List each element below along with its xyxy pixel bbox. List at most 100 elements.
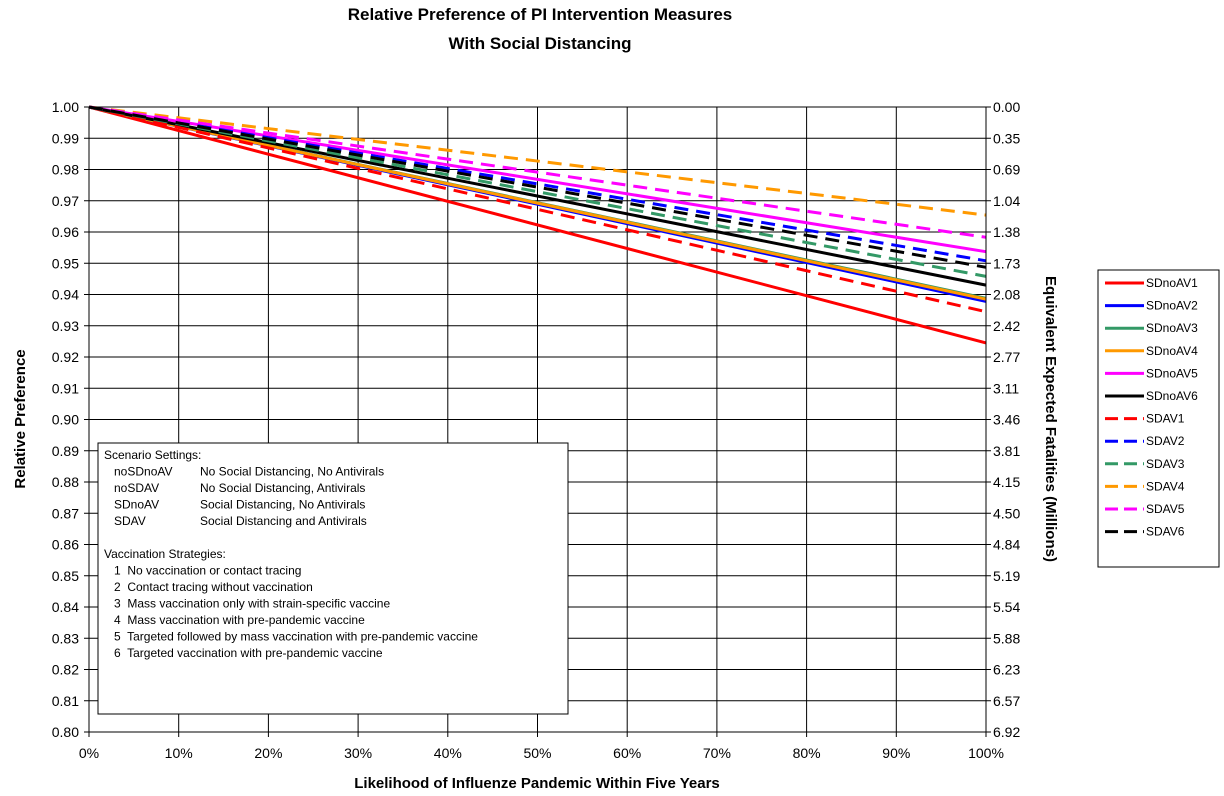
- y2-tick-label: 0.35: [993, 130, 1020, 146]
- y-tick-label: 0.81: [52, 693, 79, 709]
- annotation-strategy: 3 Mass vaccination only with strain-spec…: [114, 597, 390, 611]
- series-line-sdav6: [88, 105, 987, 269]
- y-tick-label: 0.97: [52, 193, 79, 209]
- y-tick-label: 0.93: [52, 318, 79, 334]
- legend-label: SDnoAV3: [1146, 321, 1198, 335]
- x-axis-title: Likelihood of Influenze Pandemic Within …: [354, 775, 720, 792]
- annotation-strategy: 6 Targeted vaccination with pre-pandemic…: [114, 646, 383, 660]
- annotation-setting-desc: No Social Distancing, Antivirals: [200, 481, 365, 495]
- series-line-sdnoav5: [88, 105, 987, 254]
- y2-tick-label: 3.81: [993, 443, 1020, 459]
- annotation-setting-code: SDAV: [114, 514, 146, 528]
- y-tick-label: 0.87: [52, 505, 79, 521]
- chart-title: Relative Preference of PI Intervention M…: [348, 5, 733, 24]
- y-tick-label: 0.96: [52, 224, 79, 240]
- y2-tick-label: 0.69: [993, 162, 1020, 178]
- series-lines: [88, 105, 987, 345]
- annotation-strategy: 4 Mass vaccination with pre-pandemic vac…: [114, 613, 365, 627]
- y2-tick-label: 1.73: [993, 255, 1020, 271]
- y2-tick-label: 6.92: [993, 724, 1020, 740]
- legend-label: SDAV5: [1146, 502, 1185, 516]
- x-tick-label: 20%: [254, 745, 282, 761]
- series-line-sdav3: [88, 105, 987, 278]
- y-tick-label: 0.83: [52, 630, 79, 646]
- y-tick-label: 0.86: [52, 537, 79, 553]
- annotation-setting-code: noSDnoAV: [114, 465, 172, 479]
- y-tick-label: 0.99: [52, 130, 79, 146]
- y2-tick-label: 2.08: [993, 287, 1020, 303]
- legend: SDnoAV1 SDnoAV2 SDnoAV3 SDnoAV4 SDnoAV5 SDnoA…: [1097, 269, 1220, 568]
- y2-tick-label: 6.23: [993, 662, 1020, 678]
- y2-tick-label: 2.77: [993, 349, 1020, 365]
- annotation-box: Scenario Settings: noSDnoAV No Social Dist…: [97, 442, 569, 715]
- legend-label: SDAV3: [1146, 457, 1185, 471]
- y-tick-label: 0.84: [52, 599, 79, 615]
- y2-tick-label: 5.19: [993, 568, 1020, 584]
- y2-axis-title: Equivalent Expected Fatalities (Millions…: [1042, 276, 1059, 562]
- y2-tick-label: 4.15: [993, 474, 1020, 490]
- y-axis: 1.00 0.99 0.98 0.97 0.96 0.95 0.94 0.93 0.92 0.91…: [52, 99, 89, 740]
- y2-tick-label: 1.04: [993, 193, 1020, 209]
- series-line-sdav2: [88, 105, 987, 263]
- y2-tick-label: 4.84: [993, 537, 1020, 553]
- legend-label: SDAV1: [1146, 412, 1185, 426]
- legend-label: SDnoAV6: [1146, 389, 1198, 403]
- series-line-sdnoav4: [88, 105, 987, 301]
- legend-label: SDnoAV2: [1146, 299, 1198, 313]
- series-line-sdnoav1: [88, 105, 987, 345]
- y-tick-label: 0.89: [52, 443, 79, 459]
- series-line-sdav5: [88, 105, 987, 239]
- y-tick-label: 1.00: [52, 99, 79, 115]
- x-tick-label: 40%: [434, 745, 462, 761]
- x-tick-label: 80%: [793, 745, 821, 761]
- y2-tick-label: 5.88: [993, 630, 1020, 646]
- annotation-setting-code: noSDAV: [114, 481, 159, 495]
- x-tick-label: 70%: [703, 745, 731, 761]
- y2-tick-label: 2.42: [993, 318, 1020, 334]
- y-tick-label: 0.98: [52, 162, 79, 178]
- y-tick-label: 0.80: [52, 724, 79, 740]
- annotation-strategy: 5 Targeted followed by mass vaccination …: [114, 630, 478, 644]
- x-tick-label: 60%: [613, 745, 641, 761]
- y-tick-label: 0.82: [52, 662, 79, 678]
- y2-tick-label: 5.54: [993, 599, 1020, 615]
- y2-tick-label: 3.46: [993, 412, 1020, 428]
- legend-label: SDnoAV5: [1146, 366, 1198, 380]
- y2-tick-label: 1.38: [993, 224, 1020, 240]
- y-axis-title: Relative Preference: [12, 349, 29, 488]
- y2-tick-label: 6.57: [993, 693, 1020, 709]
- y2-tick-label: 4.50: [993, 505, 1020, 521]
- y2-tick-label: 0.00: [993, 99, 1020, 115]
- annotation-setting-desc: Social Distancing, No Antivirals: [200, 498, 365, 512]
- legend-label: SDAV6: [1146, 525, 1185, 539]
- x-axis: 0% 10% 20% 30% 40% 50% 60% 70% 80% 90% 100%: [79, 732, 1004, 761]
- annotation-strategy: 2 Contact tracing without vaccination: [114, 580, 313, 594]
- annotation-setting-code: SDnoAV: [114, 498, 159, 512]
- x-tick-label: 0%: [79, 745, 99, 761]
- legend-label: SDAV2: [1146, 434, 1185, 448]
- annotation-setting-desc: No Social Distancing, No Antivirals: [200, 465, 384, 479]
- chart-subtitle: With Social Distancing: [448, 34, 631, 53]
- legend-label: SDAV4: [1146, 479, 1185, 493]
- y-tick-label: 0.88: [52, 474, 79, 490]
- x-tick-label: 90%: [882, 745, 910, 761]
- legend-label: SDnoAV1: [1146, 276, 1198, 290]
- y-tick-label: 0.92: [52, 349, 79, 365]
- y-tick-label: 0.94: [52, 287, 79, 303]
- y-tick-label: 0.90: [52, 412, 79, 428]
- y-tick-label: 0.91: [52, 380, 79, 396]
- x-tick-label: 10%: [165, 745, 193, 761]
- y-tick-label: 0.95: [52, 255, 79, 271]
- annotation-heading: Scenario Settings:: [104, 448, 201, 462]
- series-line-sdnoav6: [88, 105, 987, 287]
- y-tick-label: 0.85: [52, 568, 79, 584]
- series-line-sdav4: [88, 105, 987, 217]
- x-tick-label: 30%: [344, 745, 372, 761]
- annotation-heading: Vaccination Strategies:: [104, 547, 226, 561]
- annotation-strategy: 1 No vaccination or contact tracing: [114, 564, 301, 578]
- x-tick-label: 50%: [523, 745, 551, 761]
- y2-tick-label: 3.11: [993, 380, 1019, 396]
- x-tick-label: 100%: [968, 745, 1004, 761]
- annotation-setting-desc: Social Distancing and Antivirals: [200, 514, 367, 528]
